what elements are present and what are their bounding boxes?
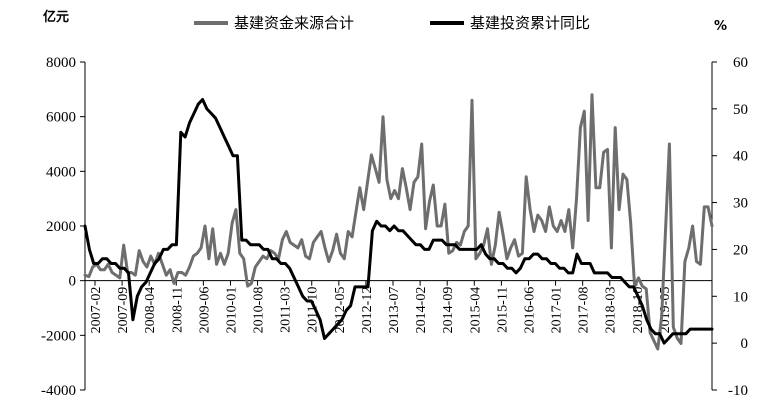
x-tick-label: 2012-05 [333,287,348,334]
series-line-funding [83,93,714,351]
right-tick-label: 20 [733,242,748,258]
x-tick-label: 2018-03 [604,287,619,334]
x-tick-label: 2015-11 [495,287,510,333]
right-tick-label: 10 [733,289,748,305]
left-tick-label: 6000 [46,110,76,126]
x-tick-label: 2012-12 [360,287,375,334]
legend-label-funding: 基建资金来源合计 [234,14,354,32]
right-tick-label: 0 [741,336,749,352]
x-tick-label: 2008-04 [143,287,158,334]
right-tick-label: -10 [728,383,748,399]
left-tick-label: -2000 [41,328,76,344]
x-tick-label: 2009-06 [197,287,212,334]
x-tick-label: 2010-08 [252,287,267,334]
x-tick-label: 2010-01 [224,287,239,334]
x-tick-label: 2007-02 [89,287,104,334]
x-tick-label: 2014-02 [414,287,429,334]
x-tick-label: 2018-10 [631,287,646,334]
x-tick-label: 2015-04 [468,287,483,334]
legend-label-growth: 基建投资累计同比 [470,14,590,32]
x-tick-label: 2014-09 [441,287,456,334]
series-line-growth [83,98,714,345]
right-tick-label: 30 [733,196,748,212]
right-tick-label: 40 [733,149,748,165]
x-tick-label: 2017-01 [550,287,565,334]
x-tick-label: 2011-03 [279,287,294,333]
right-tick-label: 60 [733,55,748,71]
right-tick-label: 50 [733,102,748,118]
legend: 基建资金来源合计 基建投资累计同比 [194,14,590,32]
x-tick-label: 2017-08 [577,287,592,334]
right-unit-label: % [714,19,727,34]
left-tick-label: 8000 [46,55,76,71]
left-unit-label: 亿元 [43,9,69,25]
x-tick-label: 2011-10 [306,287,321,333]
left-tick-label: 2000 [46,219,76,235]
left-tick-label: -4000 [41,383,76,399]
series-layer [83,93,714,351]
left-tick-label: 4000 [46,164,76,180]
x-tick-label: 2013-07 [387,287,402,334]
axes: -4000 -2000 0 2000 4000 6000 8000 -10 0 10 20 30 40 5… [41,55,748,399]
x-tick-label: 2007-09 [116,287,131,334]
x-tick-label: 2008-11 [170,287,185,333]
x-tick-label: 2016-06 [522,287,537,334]
left-tick-label: 0 [69,274,77,290]
